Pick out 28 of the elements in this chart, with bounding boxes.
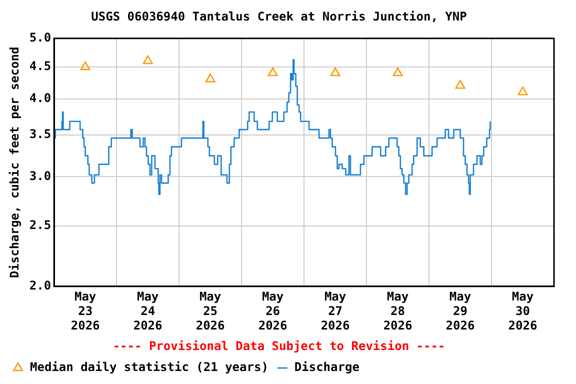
- x-tick-label: May 26 2026: [258, 290, 288, 333]
- y-tick-label: 3.0: [29, 168, 52, 183]
- x-tick-label: May 27 2026: [320, 290, 350, 333]
- point: [142, 55, 153, 64]
- point: [455, 80, 466, 89]
- x-tick-label: May 24 2026: [133, 290, 162, 333]
- chart-title: USGS 06036940 Tantalus Creek at Norris Junction, YNP: [91, 9, 467, 24]
- point: [518, 86, 528, 96]
- x-tick-label: May 29 2026: [446, 290, 475, 333]
- point: [392, 67, 403, 76]
- x-tick-label: May 30 2026: [508, 290, 538, 333]
- y-tick-label: 4.0: [29, 90, 52, 105]
- y-tick-label: 5.0: [29, 30, 52, 45]
- y-axis-title: Discharge, cubic feet per second: [7, 46, 22, 278]
- y-tick-label: 3.5: [29, 127, 52, 142]
- point: [80, 61, 90, 70]
- y-tick-label: 4.5: [29, 59, 52, 74]
- legend-label: Discharge: [294, 360, 360, 374]
- point: [205, 74, 216, 82]
- point: [268, 67, 278, 76]
- text: ---- Provisional Data Subject to Revision ----: [112, 338, 446, 353]
- x-tick-label: May 25 2026: [196, 290, 225, 333]
- y-tick-label: 2.5: [29, 218, 52, 232]
- y-tick-label: 2.0: [29, 278, 52, 293]
- legend-label: Median daily statistic (21 years): [30, 360, 268, 374]
- x-tick-label: May 28 2026: [383, 290, 412, 333]
- point: [330, 67, 340, 76]
- x-tick-label: May 23 2026: [70, 290, 100, 333]
